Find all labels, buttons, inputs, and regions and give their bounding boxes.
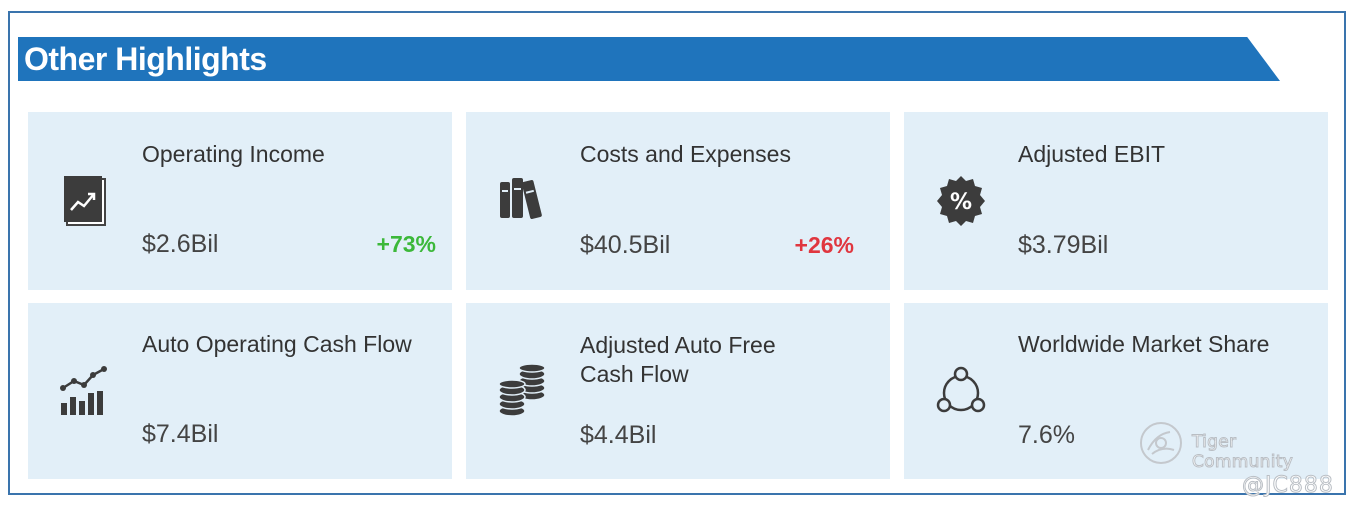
card-label: Worldwide Market Share (1018, 331, 1270, 357)
card-value: 7.6% (1018, 421, 1075, 449)
books-icon (496, 172, 550, 226)
card-auto-operating-cash-flow: Auto Operating Cash Flow $7.4Bil (28, 303, 452, 479)
header-banner: Other Highlights (18, 37, 1280, 81)
card-value: $4.4Bil (580, 421, 657, 449)
card-value: $2.6Bil (142, 230, 219, 258)
card-label: Costs and Expenses (580, 141, 791, 167)
watermark: Tiger Community (1138, 418, 1338, 473)
card-adjusted-auto-free-cash-flow: Adjusted Auto Free Cash Flow $4.4Bil (466, 303, 890, 479)
card-costs-expenses: Costs and Expenses $40.5Bil +26% (466, 112, 890, 290)
change-badge: +26% (794, 232, 854, 258)
change-badge: +73% (376, 231, 436, 257)
card-operating-income: Operating Income $2.6Bil +73% (28, 112, 452, 290)
card-adjusted-ebit: % Adjusted EBIT $3.79Bil (904, 112, 1328, 290)
card-label: Adjusted Auto Free Cash Flow (580, 332, 776, 387)
card-label: Auto Operating Cash Flow (142, 331, 412, 357)
card-value: $40.5Bil (580, 231, 671, 259)
card-worldwide-market-share: Worldwide Market Share 7.6% (904, 303, 1328, 479)
card-value: $3.79Bil (1018, 231, 1109, 259)
report-chart-icon (58, 174, 112, 228)
svg-text:%: % (950, 190, 972, 215)
section-title: Other Highlights (24, 41, 267, 77)
card-label: Operating Income (142, 141, 325, 167)
watermark-brand: Tiger Community (1192, 432, 1294, 473)
card-label: Adjusted EBIT (1018, 141, 1166, 167)
network-circle-icon (934, 365, 988, 419)
percent-badge-icon: % (934, 174, 988, 228)
coin-stacks-icon (496, 363, 550, 417)
card-value: $7.4Bil (142, 420, 219, 448)
watermark-handle: @JC888 (1242, 473, 1334, 499)
tiger-logo-icon (1140, 422, 1182, 464)
bar-line-chart-icon (58, 365, 112, 419)
